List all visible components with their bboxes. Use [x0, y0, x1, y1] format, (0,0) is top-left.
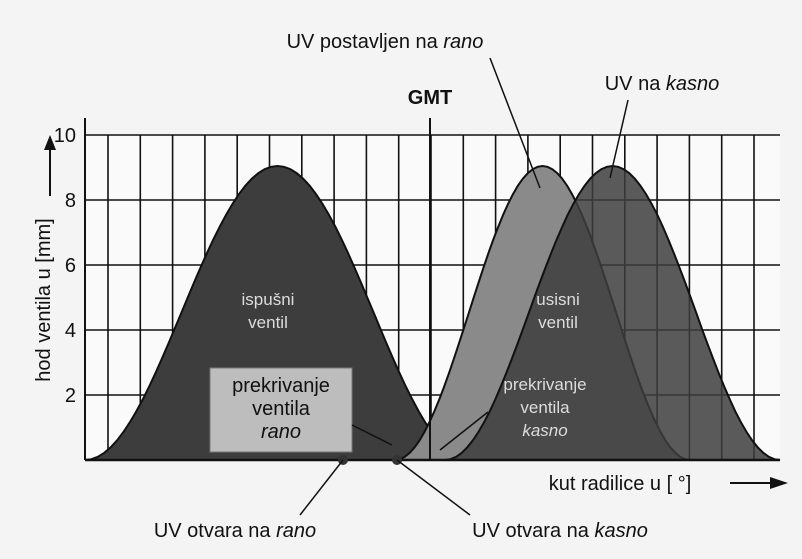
overlap-late: kasno — [522, 421, 567, 440]
callout-early: UV postavljen na rano — [287, 31, 484, 53]
overlap-early: ventila — [252, 398, 311, 420]
callout-late: UV na kasno — [605, 73, 720, 95]
y-tick-label: 8 — [65, 190, 76, 212]
callout-emphasis: rano — [443, 31, 483, 53]
exhaust-label: ventil — [248, 313, 288, 332]
intake-late-curve — [444, 164, 781, 461]
callout-text: UV na — [605, 73, 666, 95]
callout-text: UV otvara na — [154, 520, 276, 542]
open-late: UV otvara na kasno — [472, 520, 648, 542]
y-tick-label: 6 — [65, 255, 76, 277]
leader — [609, 99, 629, 179]
leader — [351, 424, 393, 446]
callout-emphasis: kasno — [594, 520, 647, 542]
leader — [489, 57, 541, 189]
y-arrow-head — [44, 135, 56, 150]
callout-emphasis: kasno — [666, 73, 719, 95]
callout-text: UV otvara na — [472, 520, 594, 542]
leader — [396, 459, 471, 516]
curves — [84, 164, 781, 461]
y-tick-label: 10 — [54, 125, 76, 147]
y-tick-label: 4 — [65, 320, 76, 342]
overlap-box — [209, 367, 353, 453]
gmt-label: GMT — [408, 87, 452, 109]
leader — [299, 459, 344, 516]
intake-label: usisni — [536, 290, 579, 309]
overlap-late: prekrivanje — [503, 375, 586, 394]
x-axis-label: kut radilice u [ °] — [549, 473, 692, 495]
overlap-late: ventila — [520, 398, 570, 417]
x-arrow-head — [770, 477, 788, 489]
y-axis-label: hod ventila u [mm] — [33, 218, 55, 381]
exhaust-label: ispušni — [242, 290, 295, 309]
overlap-early: prekrivanje — [232, 375, 330, 397]
open-early: UV otvara na rano — [154, 520, 316, 542]
y-tick-label: 2 — [65, 385, 76, 407]
callout-emphasis: rano — [276, 520, 316, 542]
leader — [439, 411, 489, 451]
callout-text: UV postavljen na — [287, 31, 444, 53]
intake-label: ventil — [538, 313, 578, 332]
exhaust-curve — [84, 164, 471, 461]
overlap-early: rano — [261, 421, 301, 443]
